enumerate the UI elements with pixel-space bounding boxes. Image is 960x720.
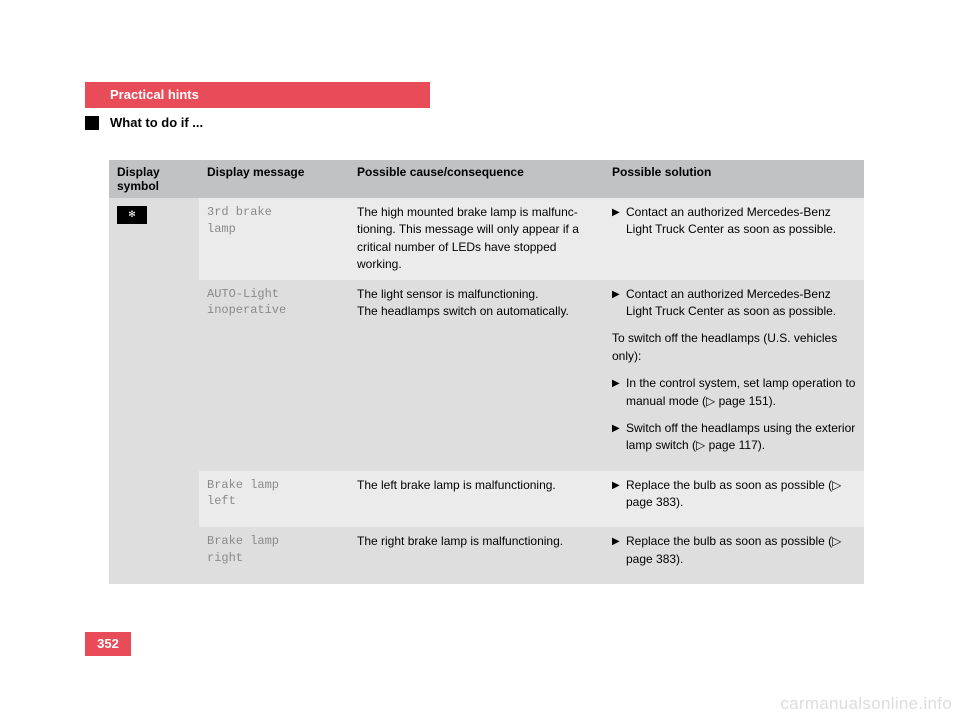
triangle-bullet-icon: ▶ — [612, 533, 626, 568]
triangle-bullet-icon: ▶ — [612, 204, 626, 239]
cause-cell: The high mounted brake lamp is malfunc-t… — [349, 198, 604, 280]
message-cell: AUTO-Lightinoperative — [199, 280, 349, 471]
solution-bullet: ▶Switch off the headlamps using the exte… — [612, 420, 856, 455]
diagnostic-table: Display symbol Display message Possible … — [109, 160, 864, 584]
triangle-bullet-icon: ▶ — [612, 286, 626, 321]
solution-text: Replace the bulb as soon as possible (▷ … — [626, 533, 856, 568]
solution-note: To switch off the headlamps (U.S. vehicl… — [612, 330, 856, 365]
solution-text: Replace the bulb as soon as possible (▷ … — [626, 477, 856, 512]
solution-bullet: ▶Contact an authorized Mercedes-Benz Lig… — [612, 286, 856, 321]
cause-cell: The light sensor is malfunctioning.The h… — [349, 280, 604, 471]
cause-cell: The left brake lamp is malfunctioning. — [349, 471, 604, 528]
table-row: Brake lampleftThe left brake lamp is mal… — [109, 471, 864, 528]
th-cause: Possible cause/consequence — [349, 160, 604, 198]
section-title: Practical hints — [110, 87, 199, 102]
solution-bullet: ▶Replace the bulb as soon as possible (▷… — [612, 477, 856, 512]
th-solution: Possible solution — [604, 160, 864, 198]
solution-bullet: ▶Replace the bulb as soon as possible (▷… — [612, 533, 856, 568]
triangle-bullet-icon: ▶ — [612, 420, 626, 455]
symbol-cell: ✻ — [109, 198, 199, 584]
section-header: Practical hints — [85, 82, 430, 108]
message-cell: Brake lampleft — [199, 471, 349, 528]
solution-cell: ▶Replace the bulb as soon as possible (▷… — [604, 471, 864, 528]
cause-cell: The right brake lamp is malfunctioning. — [349, 527, 604, 584]
table-row: AUTO-LightinoperativeThe light sensor is… — [109, 280, 864, 471]
table-header-row: Display symbol Display message Possible … — [109, 160, 864, 198]
diagnostic-table-container: Display symbol Display message Possible … — [109, 160, 864, 584]
th-symbol: Display symbol — [109, 160, 199, 198]
triangle-bullet-icon: ▶ — [612, 375, 626, 410]
solution-bullet: ▶Contact an authorized Mercedes-Benz Lig… — [612, 204, 856, 239]
solution-cell: ▶Contact an authorized Mercedes-Benz Lig… — [604, 198, 864, 280]
solution-text: Switch off the headlamps using the exter… — [626, 420, 856, 455]
solution-text: Contact an authorized Mercedes-Benz Ligh… — [626, 204, 856, 239]
display-message-text: 3rd brakelamp — [207, 204, 341, 238]
display-message-text: Brake lampright — [207, 533, 341, 567]
display-message-text: AUTO-Lightinoperative — [207, 286, 341, 320]
triangle-bullet-icon: ▶ — [612, 477, 626, 512]
page-number: 352 — [85, 632, 131, 656]
table-row: Brake lamprightThe right brake lamp is m… — [109, 527, 864, 584]
message-cell: Brake lampright — [199, 527, 349, 584]
message-cell: 3rd brakelamp — [199, 198, 349, 280]
solution-cell: ▶Contact an authorized Mercedes-Benz Lig… — [604, 280, 864, 471]
display-message-text: Brake lampleft — [207, 477, 341, 511]
solution-cell: ▶Replace the bulb as soon as possible (▷… — [604, 527, 864, 584]
section-subtitle: What to do if ... — [110, 115, 203, 130]
solution-bullet: ▶In the control system, set lamp operati… — [612, 375, 856, 410]
solution-text: Contact an authorized Mercedes-Benz Ligh… — [626, 286, 856, 321]
table-row: ✻ 3rd brakelampThe high mounted brake lam… — [109, 198, 864, 280]
watermark-text: carmanualsonline.info — [780, 694, 952, 714]
header-marker-square — [85, 116, 99, 130]
solution-text: In the control system, set lamp operatio… — [626, 375, 856, 410]
th-message: Display message — [199, 160, 349, 198]
table-body: ✻ 3rd brakelampThe high mounted brake lam… — [109, 198, 864, 584]
lamp-warning-icon: ✻ — [117, 206, 147, 224]
